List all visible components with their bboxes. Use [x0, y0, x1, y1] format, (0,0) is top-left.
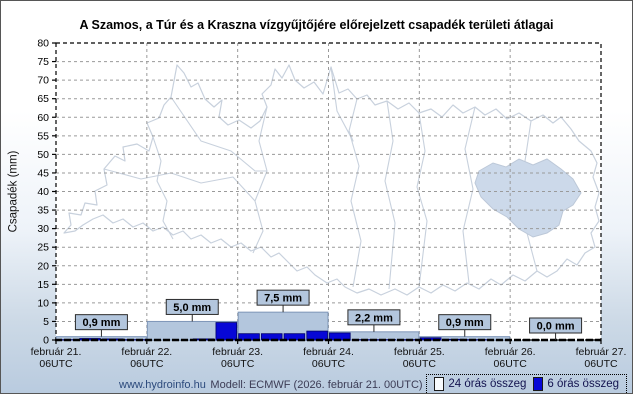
svg-text:5: 5 [43, 316, 49, 328]
svg-text:06UTC: 06UTC [39, 358, 73, 370]
svg-text:70: 70 [37, 75, 49, 87]
svg-text:06UTC: 06UTC [312, 358, 346, 370]
six-hour-bar [215, 322, 238, 341]
chart-legend: 24 órás összeg 6 órás összeg [426, 374, 627, 393]
legend-label-daily: 24 órás összeg [448, 378, 527, 390]
svg-text:25: 25 [37, 242, 49, 254]
svg-text:35: 35 [37, 205, 49, 217]
svg-text:február 21.: február 21. [31, 346, 82, 358]
legend-item-6h: 6 órás összeg [533, 377, 619, 391]
value-label-box [256, 289, 310, 306]
six-hour-sum-swatch-icon [533, 377, 544, 391]
svg-text:60: 60 [37, 112, 49, 124]
svg-text:50: 50 [37, 149, 49, 161]
svg-text:40: 40 [37, 186, 49, 198]
precipitation-bar-chart: 0 5 10 15 20 25 30 35 40 45 50 55 60 65 70 75 80 február … [31, 38, 627, 371]
six-hour-bar [306, 330, 328, 341]
svg-text:30: 30 [37, 223, 49, 235]
value-annotations: 0,9 mm 5,0 mm 7,5 mm 2,2 mm 0,9 mm 0,0 mm [74, 289, 583, 340]
chart-title: A Szamos, a Túr és a Kraszna vízgyűjtőjé… [79, 18, 554, 32]
svg-text:06UTC: 06UTC [221, 358, 255, 370]
svg-text:15: 15 [37, 279, 49, 291]
svg-text:2,2 mm: 2,2 mm [355, 312, 393, 324]
value-label-box [165, 298, 219, 315]
svg-text:10: 10 [37, 297, 49, 309]
svg-text:20: 20 [37, 260, 49, 272]
svg-text:06UTC: 06UTC [403, 358, 437, 370]
value-label-box [347, 309, 401, 326]
svg-text:0: 0 [43, 335, 49, 347]
basin-map-watermark [63, 64, 600, 296]
svg-text:február 25.: február 25. [394, 346, 445, 358]
svg-text:február 27.: február 27. [576, 346, 627, 358]
svg-text:06UTC: 06UTC [494, 358, 528, 370]
svg-text:február 26.: február 26. [485, 346, 536, 358]
value-label-box [529, 317, 583, 334]
svg-text:0,0 mm: 0,0 mm [537, 321, 575, 333]
svg-text:06UTC: 06UTC [130, 358, 164, 370]
svg-text:5,0 mm: 5,0 mm [173, 302, 211, 314]
svg-text:február 23.: február 23. [212, 346, 263, 358]
svg-text:0,9 mm: 0,9 mm [446, 317, 484, 329]
svg-text:7,5 mm: 7,5 mm [264, 293, 302, 305]
website-watermark: www.hydroinfo.hu [119, 379, 206, 391]
daily-sum-swatch-icon [434, 377, 445, 391]
svg-text:február 22.: február 22. [121, 346, 172, 358]
gridlines [56, 43, 601, 340]
svg-text:65: 65 [37, 93, 49, 105]
svg-text:február 24.: február 24. [303, 346, 354, 358]
svg-text:80: 80 [37, 38, 49, 50]
value-label-box [74, 314, 128, 331]
svg-text:55: 55 [37, 130, 49, 142]
svg-text:06UTC: 06UTC [584, 358, 618, 370]
svg-text:0,9 mm: 0,9 mm [82, 317, 120, 329]
legend-label-6h: 6 órás összeg [547, 378, 619, 390]
svg-text:75: 75 [37, 56, 49, 68]
model-run-caption: Modell: ECMWF (2026. február 21. 00UTC) [210, 379, 423, 391]
value-label-box [438, 314, 492, 331]
svg-text:45: 45 [37, 167, 49, 179]
legend-item-daily: 24 órás összeg [434, 377, 526, 391]
